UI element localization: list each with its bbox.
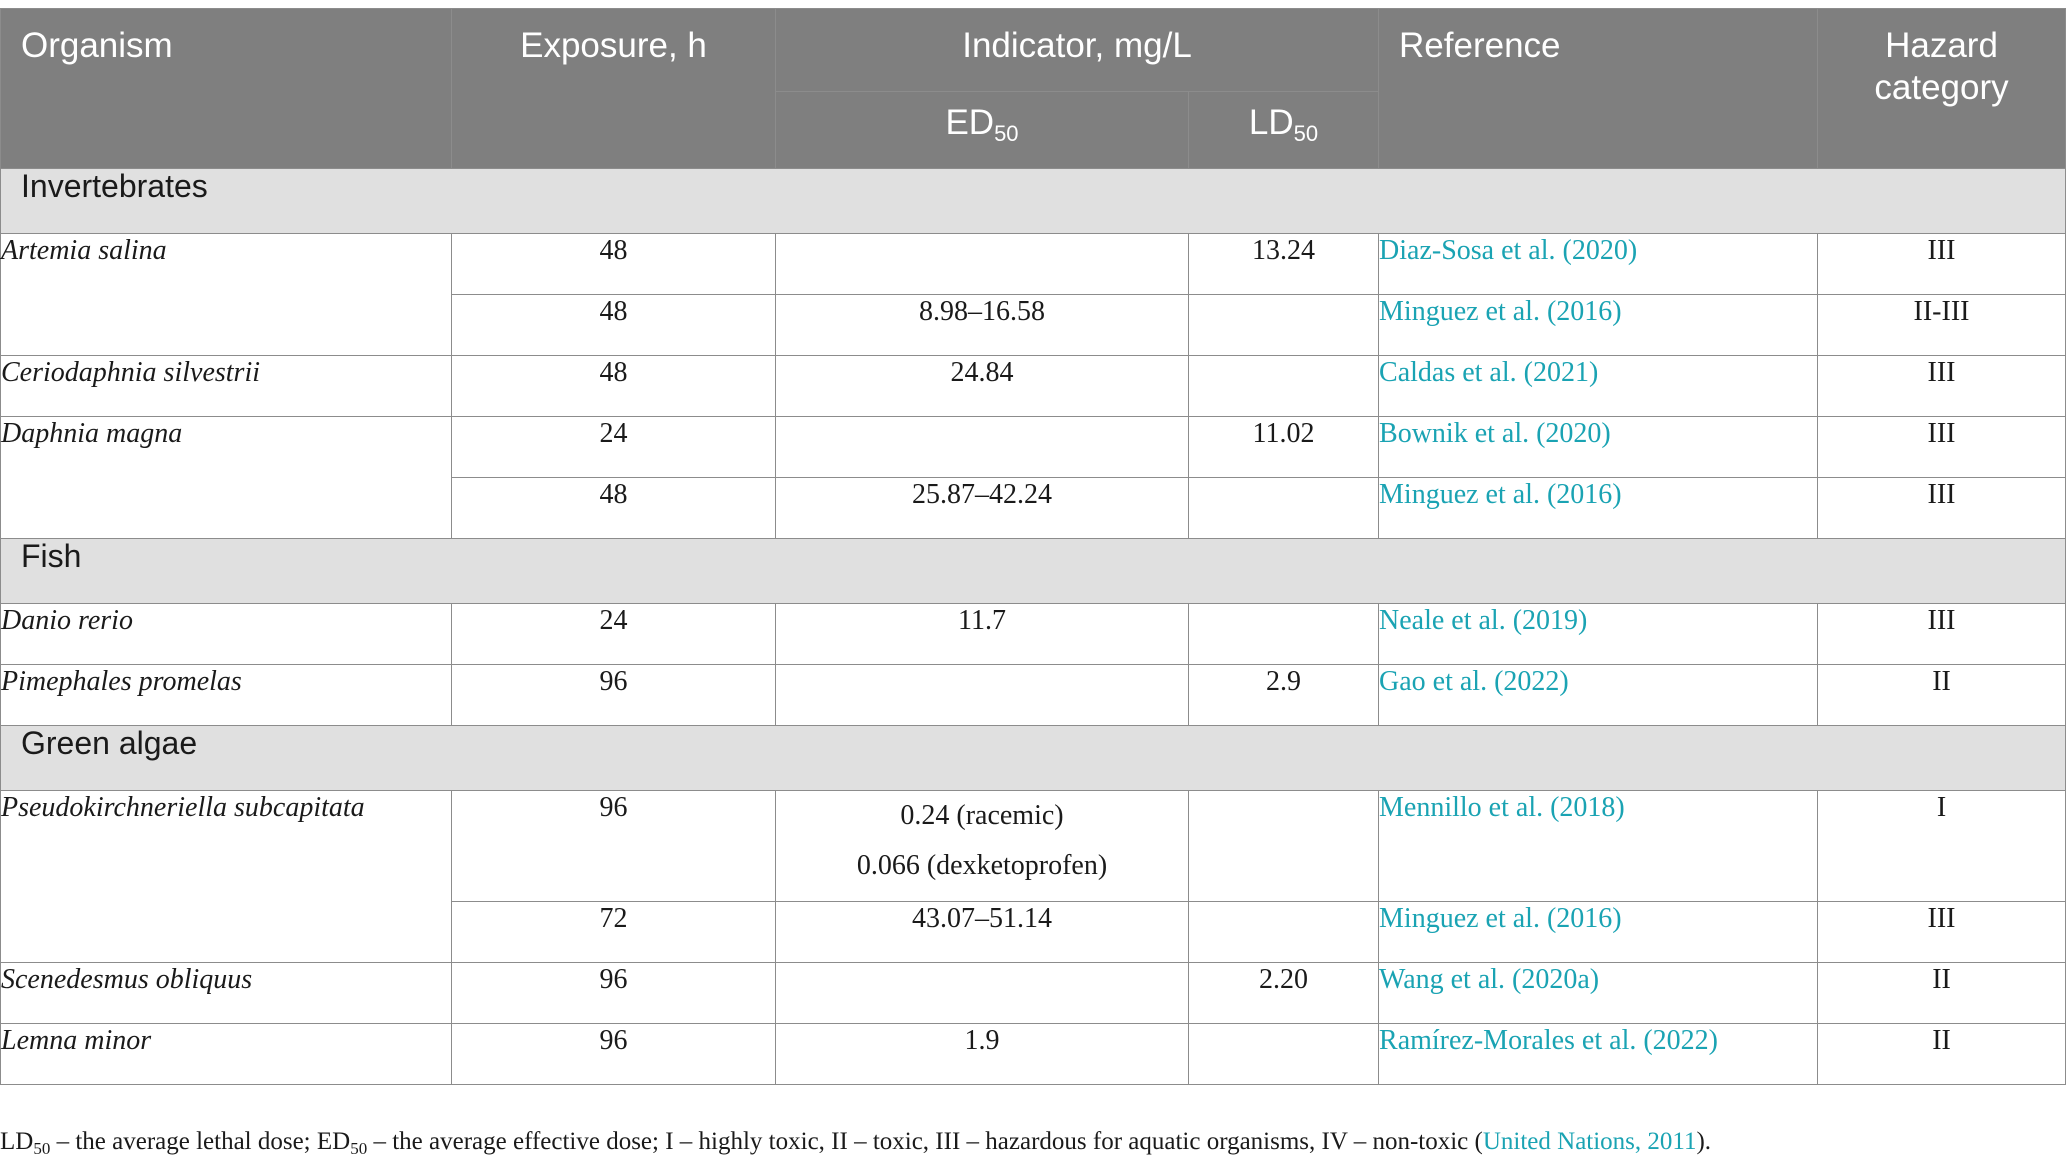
organism-cell: Danio rerio bbox=[0, 603, 452, 665]
header-organism: Organism bbox=[0, 8, 452, 169]
organism-cell: Artemia salina bbox=[0, 233, 452, 356]
ed50-cell: 43.07–51.14 bbox=[775, 901, 1189, 963]
ed50-cell: 0.24 (racemic) 0.066 (dexketoprofen) bbox=[775, 790, 1189, 902]
ed50-dexketoprofen: 0.066 (dexketoprofen) bbox=[856, 850, 1108, 881]
ed50-cell: 11.7 bbox=[775, 603, 1189, 665]
reference-link[interactable]: Bownik et al. (2020) bbox=[1378, 416, 1819, 478]
table-row: 48 25.87–42.24 Minguez et al. (2016) III bbox=[1, 477, 2067, 539]
hazard-cell: II bbox=[1817, 1023, 2067, 1085]
group-heading-green-algae: Green algae bbox=[0, 725, 2067, 791]
exposure-cell: 96 bbox=[451, 962, 776, 1024]
table-row: Lemna minor 96 1.9 Ramírez-Morales et al… bbox=[0, 1023, 2067, 1085]
ld50-cell: 13.24 bbox=[1187, 233, 1380, 295]
ed50-cell: 1.9 bbox=[775, 1023, 1189, 1085]
ld50-cell bbox=[1187, 355, 1380, 417]
table-row: Artemia salina 48 13.24 Diaz-Sosa et al.… bbox=[0, 233, 2067, 356]
reference-link[interactable]: Gao et al. (2022) bbox=[1378, 664, 1819, 726]
exposure-cell: 48 bbox=[451, 477, 776, 539]
ld50-cell bbox=[1187, 901, 1380, 963]
ed50-cell: 8.98–16.58 bbox=[775, 294, 1189, 356]
ld50-cell: 2.20 bbox=[1187, 962, 1380, 1024]
reference-link[interactable]: Ramírez-Morales et al. (2022) bbox=[1378, 1023, 1819, 1085]
ed50-cell bbox=[775, 233, 1189, 295]
reference-link[interactable]: Minguez et al. (2016) bbox=[1378, 477, 1819, 539]
toxicity-table: Organism Exposure, h Indicator, mg/L Ref… bbox=[0, 8, 2067, 1085]
hazard-cell: III bbox=[1817, 416, 2067, 478]
ld50-cell bbox=[1187, 294, 1380, 356]
ld50-cell bbox=[1187, 1023, 1380, 1085]
exposure-cell: 48 bbox=[451, 294, 776, 356]
table-row: Danio rerio 24 11.7 Neale et al. (2019) … bbox=[0, 603, 2067, 665]
table-row: Pseudokirchneriella subcapitata 96 0.24 … bbox=[0, 790, 2067, 963]
ld50-cell bbox=[1187, 477, 1380, 539]
table-row: 48 8.98–16.58 Minguez et al. (2016) II-I… bbox=[1, 294, 2067, 356]
hazard-cell: III bbox=[1817, 603, 2067, 665]
hazard-cell: III bbox=[1817, 355, 2067, 417]
exposure-cell: 48 bbox=[451, 355, 776, 417]
organism-cell: Lemna minor bbox=[0, 1023, 452, 1085]
hazard-cell: III bbox=[1817, 477, 2067, 539]
footnote-citation-link[interactable]: United Nations, 2011 bbox=[1482, 1128, 1697, 1155]
ld50-cell: 2.9 bbox=[1187, 664, 1380, 726]
exposure-cell: 96 bbox=[451, 1023, 776, 1085]
reference-link[interactable]: Minguez et al. (2016) bbox=[1378, 294, 1819, 356]
table-row: 72 43.07–51.14 Minguez et al. (2016) III bbox=[1, 901, 2067, 963]
reference-link[interactable]: Neale et al. (2019) bbox=[1378, 603, 1819, 665]
ld50-cell: 11.02 bbox=[1187, 416, 1380, 478]
hazard-cell: III bbox=[1817, 901, 2067, 963]
organism-cell: Pseudokirchneriella subcapitata bbox=[0, 790, 452, 963]
reference-link[interactable]: Diaz-Sosa et al. (2020) bbox=[1378, 233, 1819, 295]
header-ed50: ED50 bbox=[775, 91, 1189, 169]
table-row: Ceriodaphnia silvestrii 48 24.84 Caldas … bbox=[0, 355, 2067, 417]
organism-cell: Pimephales promelas bbox=[0, 664, 452, 726]
ed50-cell bbox=[775, 416, 1189, 478]
ld50-cell bbox=[1187, 603, 1380, 665]
reference-link[interactable]: Wang et al. (2020a) bbox=[1378, 962, 1819, 1024]
hazard-cell: II bbox=[1817, 664, 2067, 726]
header-exposure: Exposure, h bbox=[451, 8, 776, 169]
table-row: Scenedesmus obliquus 96 2.20 Wang et al.… bbox=[0, 962, 2067, 1024]
ed50-cell bbox=[775, 962, 1189, 1024]
hazard-cell: I bbox=[1817, 790, 2067, 902]
exposure-cell: 24 bbox=[451, 416, 776, 478]
exposure-cell: 96 bbox=[451, 664, 776, 726]
ed50-racemic: 0.24 (racemic) bbox=[900, 800, 1064, 831]
ld50-cell bbox=[1187, 790, 1380, 902]
header-reference: Reference bbox=[1378, 8, 1819, 169]
header-hazard: Hazard category bbox=[1817, 8, 2067, 169]
ed50-cell: 25.87–42.24 bbox=[775, 477, 1189, 539]
hazard-cell: III bbox=[1817, 233, 2067, 295]
ed50-cell bbox=[775, 664, 1189, 726]
organism-cell: Scenedesmus obliquus bbox=[0, 962, 452, 1024]
table-row: Pimephales promelas 96 2.9 Gao et al. (2… bbox=[0, 664, 2067, 726]
hazard-cell: II bbox=[1817, 962, 2067, 1024]
hazard-cell: II-III bbox=[1817, 294, 2067, 356]
reference-link[interactable]: Minguez et al. (2016) bbox=[1378, 901, 1819, 963]
exposure-cell: 48 bbox=[451, 233, 776, 295]
group-heading-invertebrates: Invertebrates bbox=[0, 168, 2067, 234]
header-indicator: Indicator, mg/L bbox=[774, 8, 1380, 92]
ed50-cell: 24.84 bbox=[775, 355, 1189, 417]
organism-cell: Ceriodaphnia silvestrii bbox=[0, 355, 452, 417]
exposure-cell: 24 bbox=[451, 603, 776, 665]
header-ld50: LD50 bbox=[1187, 91, 1380, 169]
exposure-cell: 96 bbox=[451, 790, 776, 902]
table-footnote: LD50 – the average lethal dose; ED50 – t… bbox=[0, 1128, 1712, 1158]
organism-cell: Daphnia magna bbox=[0, 416, 452, 539]
reference-link[interactable]: Mennillo et al. (2018) bbox=[1378, 790, 1819, 902]
reference-link[interactable]: Caldas et al. (2021) bbox=[1378, 355, 1819, 417]
exposure-cell: 72 bbox=[451, 901, 776, 963]
table-row: Daphnia magna 24 11.02 Bownik et al. (20… bbox=[0, 416, 2067, 539]
group-heading-fish: Fish bbox=[0, 538, 2067, 604]
